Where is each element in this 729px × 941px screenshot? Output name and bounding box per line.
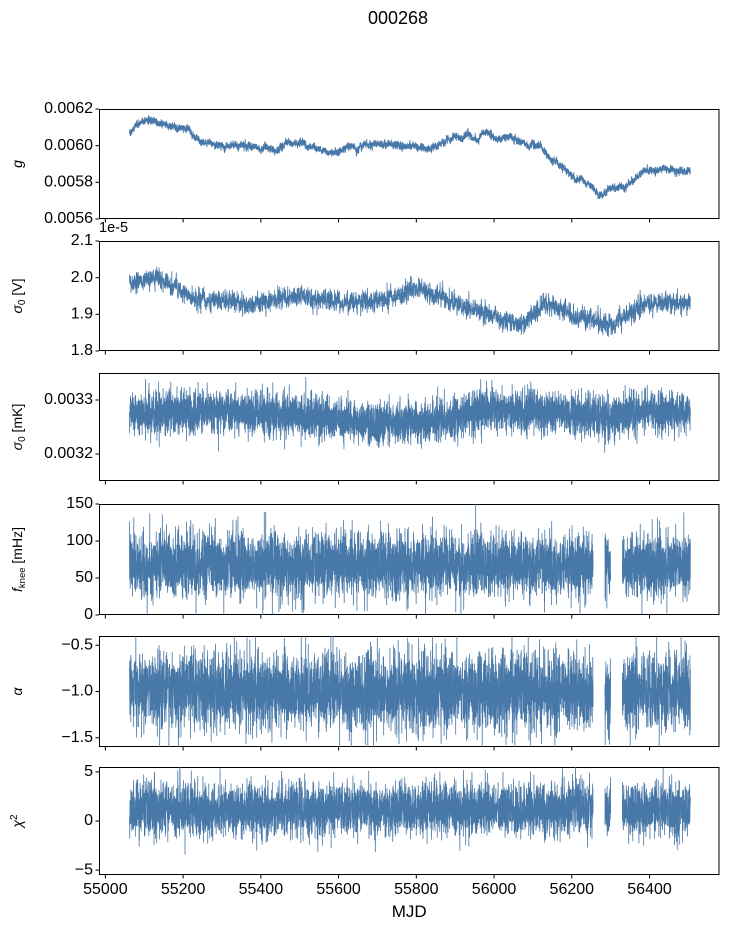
- svg-text:0.0060: 0.0060: [44, 137, 93, 154]
- svg-text:−0.5: −0.5: [61, 636, 93, 653]
- svg-text:0.0056: 0.0056: [44, 210, 93, 227]
- svg-text:−1.0: −1.0: [61, 683, 93, 700]
- svg-text:2.0: 2.0: [71, 269, 93, 286]
- svg-text:56400: 56400: [627, 881, 672, 898]
- svg-text:−1.5: −1.5: [61, 729, 93, 746]
- svg-text:55200: 55200: [161, 881, 206, 898]
- svg-text:100: 100: [66, 532, 93, 549]
- svg-text:2.1: 2.1: [71, 232, 93, 249]
- svg-text:000268: 000268: [368, 8, 428, 28]
- svg-text:56000: 56000: [472, 881, 517, 898]
- svg-text:−5: −5: [75, 861, 93, 878]
- svg-text:1e-5: 1e-5: [99, 220, 128, 236]
- svg-text:150: 150: [66, 495, 93, 512]
- svg-text:0.0032: 0.0032: [44, 445, 93, 462]
- svg-text:0: 0: [84, 606, 93, 623]
- svg-text:55800: 55800: [394, 881, 439, 898]
- svg-text:MJD: MJD: [392, 902, 427, 921]
- svg-text:55000: 55000: [83, 881, 128, 898]
- svg-text:g: g: [9, 160, 25, 168]
- svg-text:1.8: 1.8: [71, 342, 93, 359]
- svg-text:fknee [mHz]: fknee [mHz]: [9, 527, 28, 592]
- svg-text:55600: 55600: [316, 881, 361, 898]
- svg-text:σ0 [mK]: σ0 [mK]: [9, 404, 28, 451]
- svg-text:0.0062: 0.0062: [44, 100, 93, 117]
- svg-text:0.0058: 0.0058: [44, 174, 93, 191]
- svg-text:σ0 [V]: σ0 [V]: [9, 278, 28, 313]
- svg-text:5: 5: [84, 763, 93, 780]
- svg-text:1.9: 1.9: [71, 306, 93, 323]
- svg-text:χ2: χ2: [9, 814, 25, 830]
- svg-text:50: 50: [75, 569, 93, 586]
- svg-text:0: 0: [84, 812, 93, 829]
- svg-text:56200: 56200: [550, 881, 595, 898]
- svg-text:55400: 55400: [239, 881, 284, 898]
- svg-text:α: α: [9, 686, 25, 695]
- svg-text:0.0033: 0.0033: [44, 391, 93, 408]
